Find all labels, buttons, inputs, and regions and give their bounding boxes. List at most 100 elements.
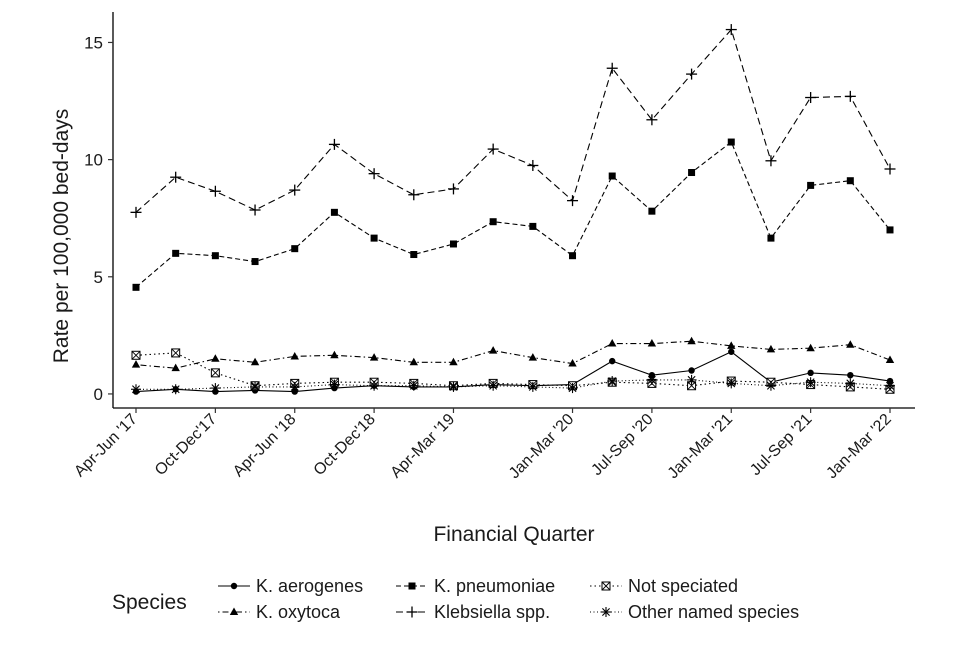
legend-marker: [601, 607, 611, 617]
data-point-other-named-species: [726, 378, 737, 389]
data-point-k-oxytoca: [449, 357, 458, 366]
data-point-klebsiella-spp: [765, 155, 777, 167]
data-point-k-pneumoniae: [648, 207, 656, 215]
legend-marker: [601, 581, 611, 591]
x-tick-label: Oct-Dec'18: [311, 411, 379, 479]
data-point-klebsiella-spp: [844, 90, 856, 102]
data-point-k-oxytoca: [409, 357, 418, 366]
data-point-k-pneumoniae: [807, 181, 815, 189]
data-point-klebsiella-spp: [487, 143, 499, 155]
data-point-k-pneumoniae: [370, 234, 378, 242]
legend-marker: [229, 607, 239, 615]
data-point-other-named-species: [885, 380, 895, 391]
data-point-k-pneumoniae: [529, 222, 537, 230]
data-point-k-pneumoniae: [767, 234, 775, 242]
x-tick-label: Jan-Mar '22: [823, 411, 894, 482]
data-point-other-named-species: [567, 383, 578, 394]
x-tick-label: Jul-Sep '21: [747, 411, 815, 479]
data-point-other-named-species: [131, 384, 141, 395]
data-point-k-oxytoca: [687, 336, 696, 345]
x-tick-label: Oct-Dec'17: [152, 411, 220, 479]
data-point-k-pneumoniae: [846, 177, 854, 185]
data-point-k-pneumoniae: [211, 252, 219, 260]
data-point-k-oxytoca: [131, 360, 141, 368]
data-point-other-named-species: [210, 383, 221, 394]
series-klebsiella-spp: [130, 24, 896, 218]
axes: 0 5 10 15 Apr-Jun '17 Oct-Dec'17 Apr-Jun '18 Oc…: [71, 12, 915, 482]
y-axis-label: Rate per 100,000 bed-days: [50, 109, 73, 364]
data-point-other-named-species: [607, 376, 618, 387]
data-point-k-pneumoniae: [251, 258, 259, 266]
legend-item-k-pneumoniae: K. pneumoniae: [396, 576, 555, 596]
legend-item-k-aerogenes: K. aerogenes: [218, 576, 363, 596]
legend-item-other-named-species: Other named species: [590, 602, 799, 622]
data-point-klebsiella-spp: [606, 62, 618, 74]
data-point-k-pneumoniae: [688, 169, 696, 177]
data-point-k-pneumoniae: [608, 172, 616, 180]
data-point-k-aerogenes: [728, 348, 735, 355]
legend-marker: [406, 606, 418, 618]
data-point-k-pneumoniae: [489, 218, 497, 226]
data-point-k-pneumoniae: [727, 138, 735, 146]
data-point-other-named-species: [488, 380, 499, 391]
y-tick-label: 15: [84, 33, 103, 52]
data-point-klebsiella-spp: [328, 138, 340, 150]
data-point-other-named-species: [527, 381, 538, 392]
legend-label: K. aerogenes: [256, 576, 363, 596]
data-point-other-named-species: [250, 381, 261, 392]
data-point-klebsiella-spp: [249, 204, 261, 216]
series-line-k-oxytoca: [135, 340, 891, 369]
y-tick-label: 5: [94, 268, 103, 287]
data-point-k-pneumoniae: [132, 283, 140, 291]
x-tick-label: Jan-Mar '20: [506, 411, 577, 482]
data-point-k-oxytoca: [290, 351, 299, 360]
data-point-k-aerogenes: [609, 357, 616, 365]
data-point-not-speciated: [171, 348, 181, 358]
data-point-k-oxytoca: [568, 358, 577, 367]
data-point-not-speciated: [210, 368, 220, 378]
legend-label: K. oxytoca: [256, 602, 341, 622]
data-point-klebsiella-spp: [408, 189, 420, 201]
data-point-other-named-species: [805, 377, 816, 388]
series-other-named-species: [131, 374, 895, 395]
data-point-klebsiella-spp: [130, 206, 142, 218]
data-point-klebsiella-spp: [170, 171, 182, 183]
series-k-pneumoniae: [132, 138, 894, 291]
data-point-other-named-species: [646, 374, 657, 385]
data-point-k-oxytoca: [528, 353, 538, 361]
data-point-klebsiella-spp: [567, 195, 579, 207]
data-point-k-oxytoca: [806, 343, 815, 352]
series-not-speciated: [131, 348, 895, 394]
data-point-klebsiella-spp: [884, 163, 896, 175]
x-tick-label: Jul-Sep '20: [588, 411, 656, 479]
data-point-k-oxytoca: [171, 363, 180, 372]
series-line-klebsiella-spp: [135, 28, 891, 213]
data-point-k-pneumoniae: [291, 245, 299, 253]
series-line-not-speciated: [135, 352, 891, 390]
data-point-other-named-species: [289, 381, 300, 392]
y-tick-label: 0: [94, 385, 103, 404]
data-point-k-oxytoca: [766, 344, 776, 353]
series-k-oxytoca: [131, 336, 895, 372]
data-point-k-oxytoca: [846, 340, 855, 348]
legend-label: Other named species: [628, 602, 799, 622]
legend-label: Not speciated: [628, 576, 738, 596]
x-axis-label: Financial Quarter: [433, 523, 594, 546]
data-point-klebsiella-spp: [209, 185, 221, 197]
data-point-other-named-species: [369, 380, 380, 391]
x-tick-label: Jan-Mar '21: [665, 411, 736, 482]
legend-label: Klebsiella spp.: [434, 602, 550, 622]
data-point-k-oxytoca: [885, 355, 895, 363]
data-point-klebsiella-spp: [289, 184, 301, 196]
plot-area: [130, 24, 896, 395]
data-point-k-oxytoca: [330, 350, 339, 359]
data-point-klebsiella-spp: [725, 24, 737, 36]
legend-label: K. pneumoniae: [434, 576, 555, 596]
data-point-other-named-species: [845, 378, 856, 389]
data-point-k-oxytoca: [250, 357, 260, 366]
data-point-klebsiella-spp: [686, 68, 698, 80]
x-tick-label: Apr-Jun '17: [71, 411, 141, 481]
data-point-klebsiella-spp: [805, 92, 817, 104]
